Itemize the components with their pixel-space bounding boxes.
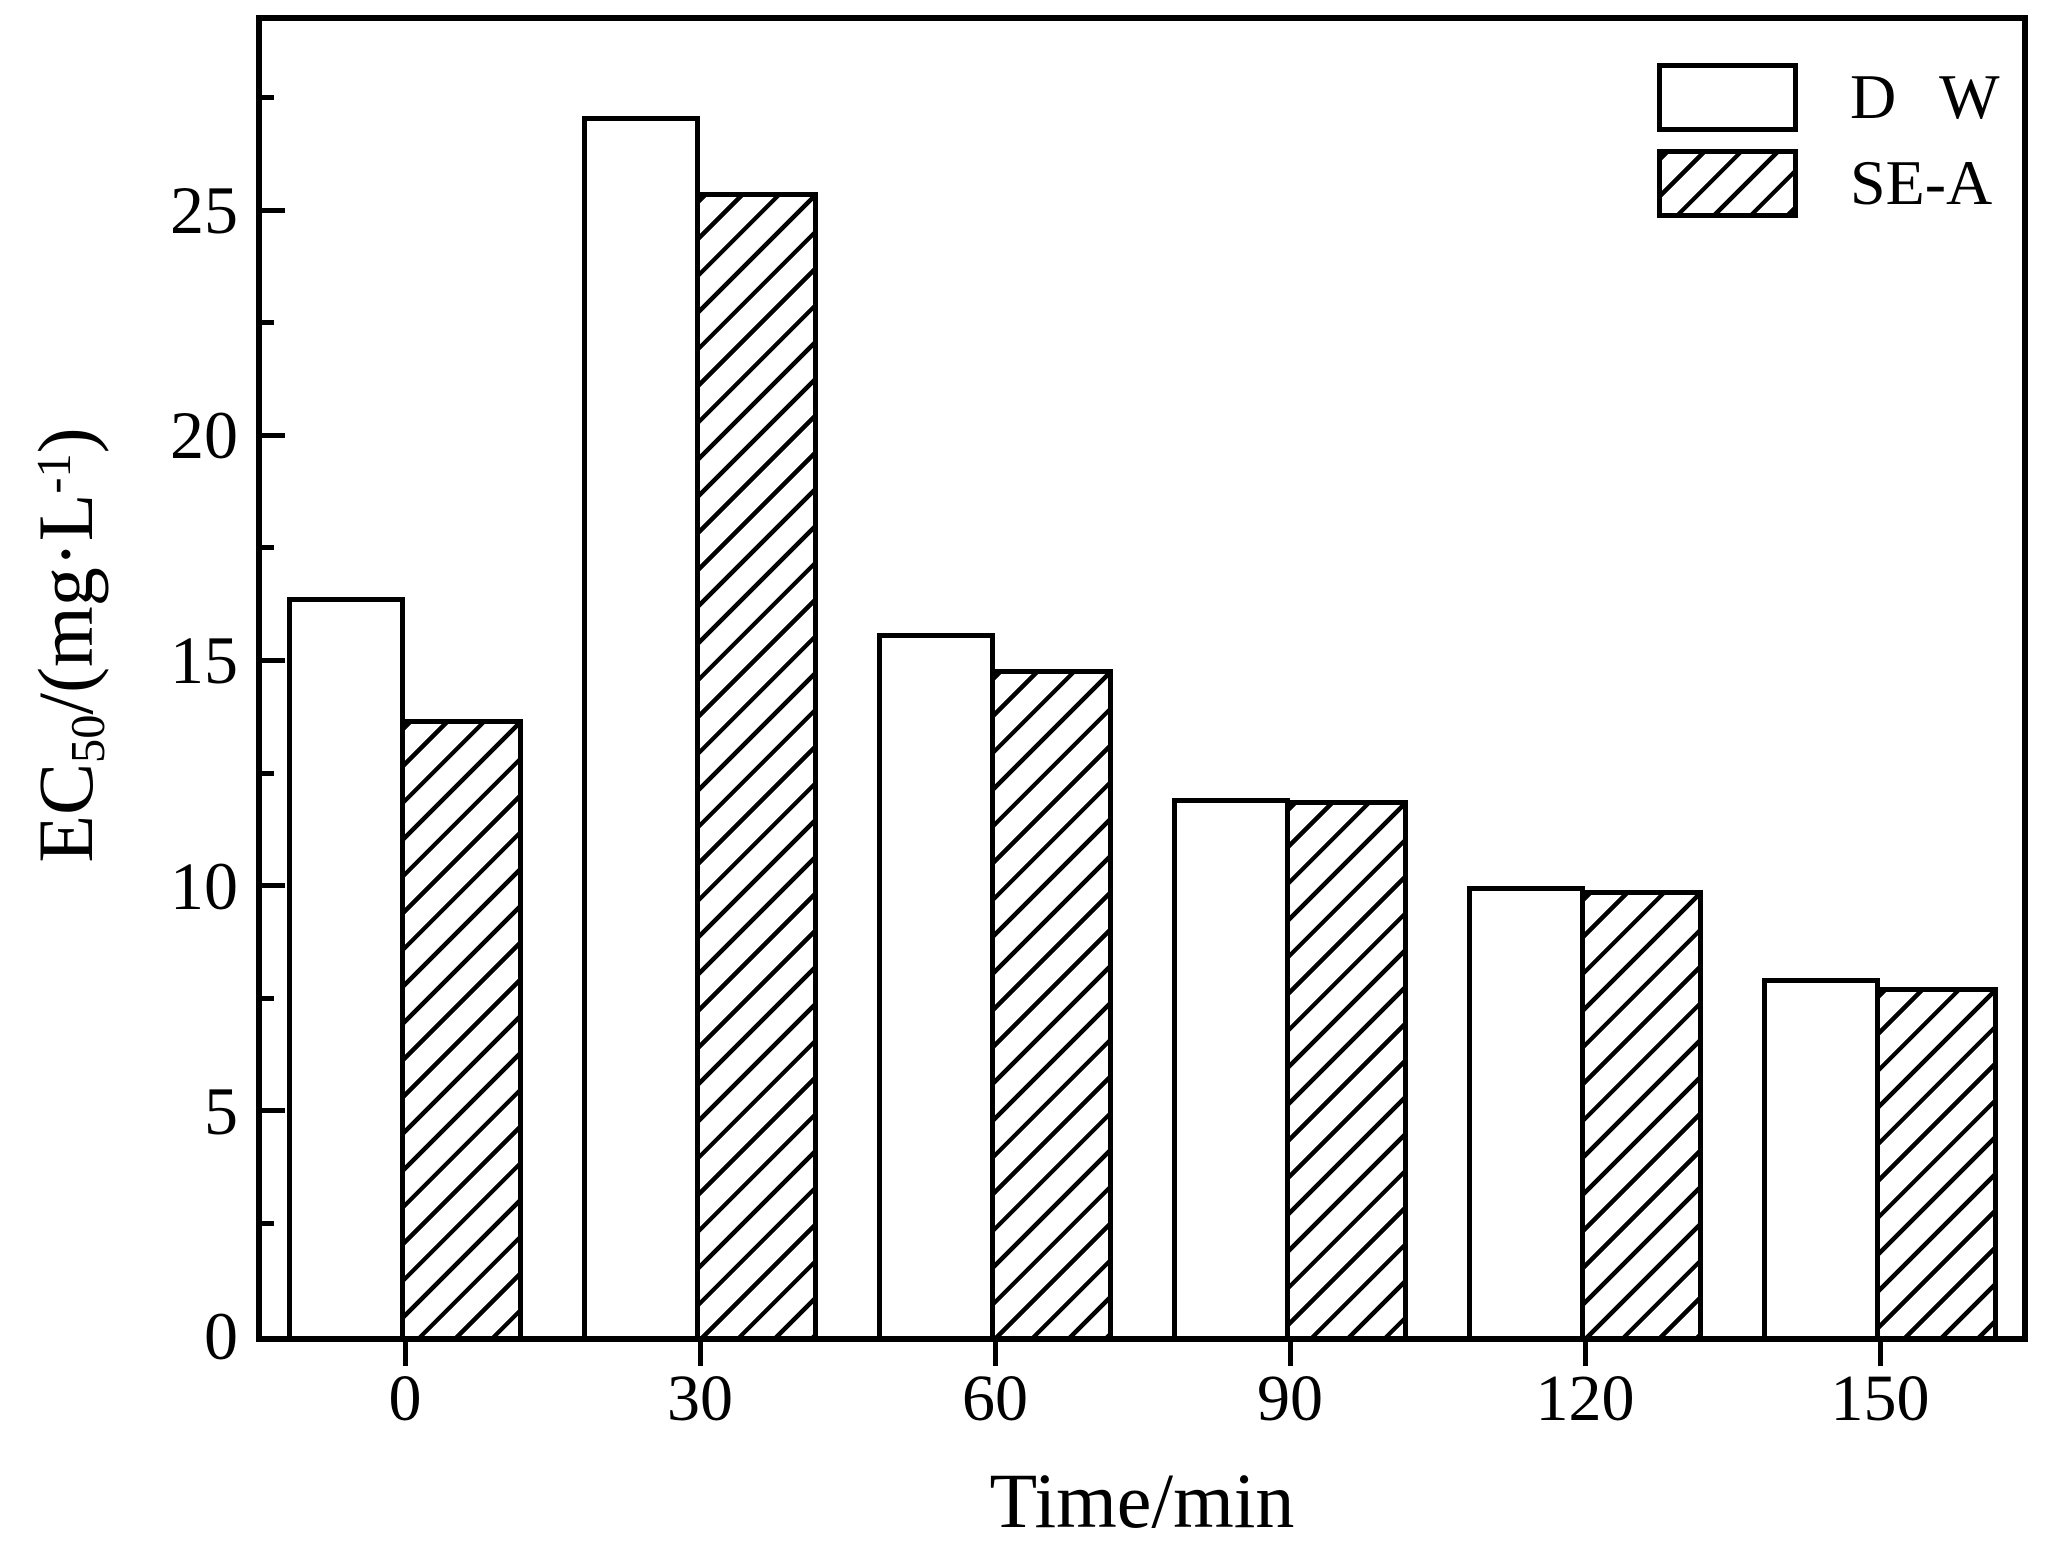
y-axis-minor-tick (262, 1220, 274, 1226)
y-axis-minor-tick (262, 770, 274, 776)
legend-swatch-dw (1657, 62, 1798, 132)
x-axis-tick (1877, 1342, 1883, 1366)
bar-dw-t90 (1172, 798, 1290, 1336)
y-axis-minor-tick (262, 545, 274, 551)
bar-dw-t0 (287, 597, 405, 1336)
bar-sea-t0 (400, 719, 523, 1336)
y-axis-tick-label: 25 (170, 172, 238, 249)
x-axis-tick (697, 1342, 703, 1366)
x-axis-tick-label: 120 (1535, 1362, 1635, 1435)
x-axis-tick-label: 150 (1830, 1362, 1930, 1435)
x-axis-tick-label: 0 (388, 1362, 422, 1435)
y-axis-tick-label: 5 (204, 1072, 238, 1149)
legend-entry-sea: SE-A (1657, 147, 1999, 219)
y-axis-major-tick (262, 657, 285, 663)
bar-sea-t60 (990, 669, 1113, 1336)
x-axis-tick (1582, 1342, 1588, 1366)
y-axis-minor-tick (262, 320, 274, 326)
plot-area (256, 15, 2028, 1342)
y-axis-major-tick (262, 207, 285, 213)
y-axis-minor-tick (262, 995, 274, 1001)
legend-swatch-sea (1657, 148, 1798, 218)
x-axis-tick-label: 30 (667, 1362, 733, 1435)
x-axis-tick-label: 90 (1257, 1362, 1323, 1435)
bar-dw-t30 (582, 116, 700, 1336)
x-axis-title: Time/min (989, 1457, 1295, 1544)
legend: D W SE-A (1657, 61, 1999, 233)
bar-sea-t30 (695, 192, 818, 1336)
bar-sea-t150 (1875, 987, 1998, 1336)
y-axis-major-tick (262, 432, 285, 438)
legend-label-dw: D W (1850, 61, 2000, 132)
legend-entry-dw: D W (1657, 61, 1999, 133)
y-axis-tick-label: 10 (170, 847, 238, 924)
bar-dw-t150 (1762, 978, 1880, 1336)
y-axis-major-tick (262, 883, 285, 889)
legend-label-sea: SE-A (1850, 147, 1993, 218)
x-axis-tick (992, 1342, 998, 1366)
x-axis-tick (1287, 1342, 1293, 1366)
x-axis-tick-label: 60 (962, 1362, 1028, 1435)
y-axis-title-subscript: 50 (61, 714, 115, 763)
x-axis-tick (402, 1342, 408, 1366)
bar-dw-t60 (877, 633, 995, 1336)
y-axis-tick-label: 20 (170, 397, 238, 474)
bar-sea-t120 (1580, 890, 1703, 1336)
y-axis-tick-label: 15 (170, 622, 238, 699)
y-axis-minor-tick (262, 95, 274, 101)
y-axis-major-tick (262, 1108, 285, 1114)
bar-sea-t90 (1285, 800, 1408, 1336)
y-axis-tick-label: 0 (204, 1298, 238, 1374)
bar-dw-t120 (1467, 886, 1585, 1336)
